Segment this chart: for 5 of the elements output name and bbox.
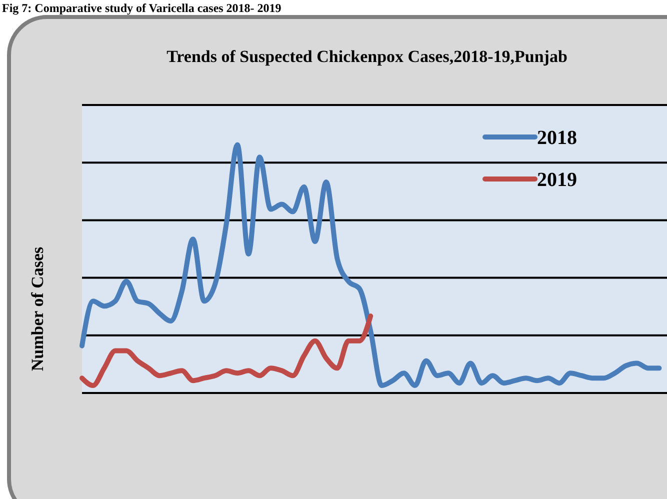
y-axis-title: Number of Cases (28, 246, 47, 372)
chart-title: Trends of Suspected Chickenpox Cases,2018-19,Punjab (166, 47, 568, 66)
caption: Fig 7: Comparative study of Varicella cases 2018- 2019 (2, 1, 282, 15)
legend-label: 2018 (537, 127, 577, 149)
legend-label: 2019 (537, 169, 577, 191)
